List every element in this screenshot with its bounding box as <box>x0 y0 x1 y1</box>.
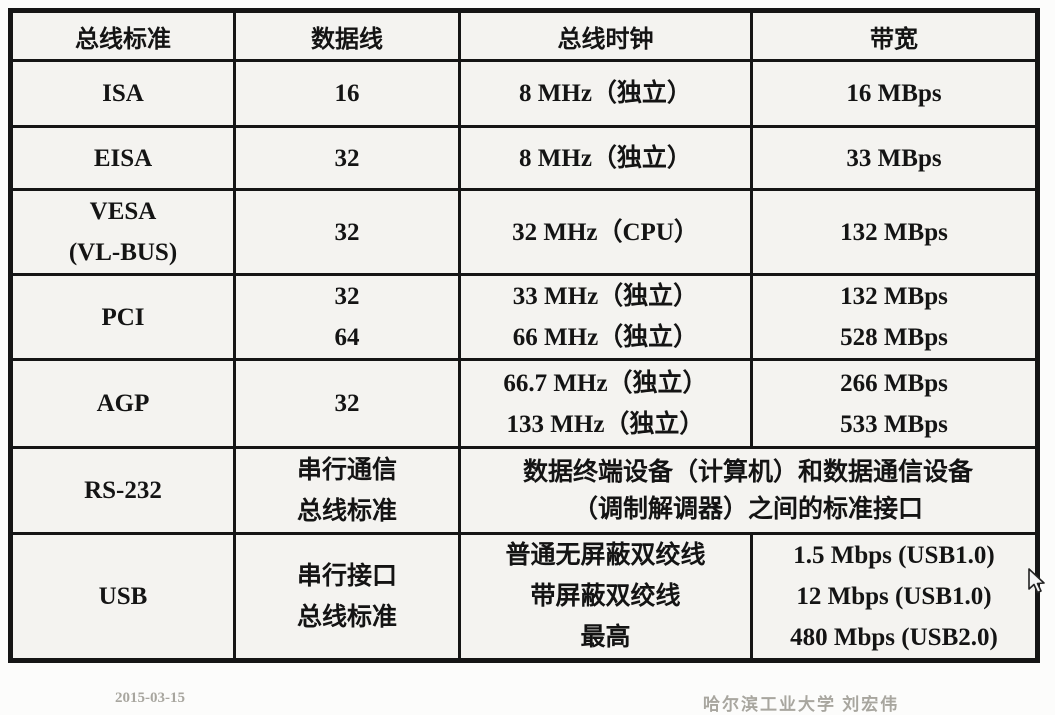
table-row-eisa: EISA 32 8 MHz（独立） 33 MBps <box>9 125 1039 191</box>
bus-clock-cell: 普通无屏蔽双绞线 带屏蔽双绞线 最高 <box>458 532 753 662</box>
data-lines-cell: 串行通信 总线标准 <box>233 446 461 535</box>
footer-watermark: 哈尔滨工业大学 刘宏伟 <box>703 695 900 714</box>
cell-text: 33 MBps <box>846 144 942 172</box>
table-row-usb: USB 串行接口 总线标准 普通无屏蔽双绞线 带屏蔽双绞线 最高 1.5 Mbp… <box>9 532 1039 662</box>
cell-text: 1.5 Mbps (USB1.0) <box>793 542 995 569</box>
table-header-row: 总线标准 数据线 总线时钟 带宽 <box>9 9 1039 62</box>
cell-text: VESA <box>89 198 157 225</box>
data-lines-cell: 32 <box>233 188 461 276</box>
header-data-lines: 数据线 <box>233 9 461 62</box>
bus-standard-cell: PCI <box>9 273 236 361</box>
cell-text: 32 <box>334 283 360 310</box>
bus-clock-cell: 8 MHz（独立） <box>458 59 753 128</box>
bus-standard-cell: EISA <box>9 125 236 191</box>
cell-text: 12 Mbps (USB1.0) <box>796 583 992 610</box>
bandwidth-cell: 132 MBps <box>750 188 1039 276</box>
cell-text: 266 MBps <box>840 369 948 397</box>
bandwidth-cell: 132 MBps 528 MBps <box>750 273 1039 361</box>
header-bus-standard: 总线标准 <box>9 9 236 62</box>
data-lines-cell: 32 <box>233 125 461 191</box>
bandwidth-cell: 1.5 Mbps (USB1.0) 12 Mbps (USB1.0) 480 M… <box>750 532 1039 662</box>
cell-text: 32 <box>334 144 360 172</box>
cell-text: (VL-BUS) <box>68 239 178 266</box>
cell-text: 串行接口 <box>296 562 397 590</box>
cell-text: 普通无屏蔽双绞线 <box>505 542 706 569</box>
data-lines-cell: 16 <box>233 59 461 128</box>
cell-text: 最高 <box>580 624 631 651</box>
cell-text: 32 <box>334 218 360 246</box>
cell-text: 16 MBps <box>846 80 942 107</box>
cell-text: 528 MBps <box>840 324 948 351</box>
bus-standard-cell: ISA <box>9 59 236 128</box>
cell-text: 总线标准 <box>296 603 397 631</box>
cell-text: 133 MHz（独立） <box>506 410 705 438</box>
footer-date: 2015-03-15 <box>115 690 185 706</box>
bus-clock-cell: 32 MHz（CPU） <box>458 188 753 276</box>
bus-standard-cell: AGP <box>9 358 236 449</box>
cell-text: 总线标准 <box>296 497 397 525</box>
data-lines-cell: 32 <box>233 358 461 449</box>
mouse-cursor-icon <box>1028 568 1045 594</box>
cell-text: AGP <box>96 390 150 417</box>
table-row-isa: ISA 16 8 MHz（独立） 16 MBps <box>9 59 1039 128</box>
cell-text: PCI <box>101 303 145 331</box>
cell-text: 8 MHz（独立） <box>519 80 692 107</box>
header-bus-clock: 总线时钟 <box>458 9 753 62</box>
cell-text: 66 MHz（独立） <box>512 324 699 351</box>
bus-clock-cell: 8 MHz（独立） <box>458 125 753 191</box>
bandwidth-cell: 266 MBps 533 MBps <box>750 358 1039 449</box>
cell-text: 480 Mbps (USB2.0) <box>790 624 998 651</box>
cell-text: 132 MBps <box>840 218 948 246</box>
bus-clock-cell: 33 MHz（独立） 66 MHz（独立） <box>458 273 753 361</box>
cell-text: 带屏蔽双绞线 <box>530 583 681 610</box>
bus-standards-table: 总线标准 数据线 总线时钟 带宽 ISA 16 8 MHz（独立） 16 MBp… <box>8 8 1040 663</box>
cell-text: 66.7 MHz（独立） <box>503 369 708 397</box>
data-lines-cell: 32 64 <box>233 273 461 361</box>
table-row-pci: PCI 32 64 33 MHz（独立） 66 MHz（独立） 132 MBps… <box>9 273 1039 361</box>
cell-text: ISA <box>102 80 144 107</box>
cell-text: 串行通信 <box>296 456 397 484</box>
cell-text: 33 MHz（独立） <box>512 283 699 310</box>
bus-standard-cell: USB <box>9 532 236 662</box>
cell-text: 32 MHz（CPU） <box>512 218 699 246</box>
cell-text: USB <box>98 583 148 610</box>
cell-text: 533 MBps <box>840 410 948 438</box>
cell-text: RS-232 <box>84 477 162 504</box>
bus-standard-cell: RS-232 <box>9 446 236 535</box>
cell-text: 32 <box>334 390 360 417</box>
bandwidth-cell: 16 MBps <box>750 59 1039 128</box>
data-lines-cell: 串行接口 总线标准 <box>233 532 461 662</box>
description-cell: 数据终端设备（计算机）和数据通信设备 （调制解调器）之间的标准接口 <box>458 446 1039 535</box>
cell-text: 数据终端设备（计算机）和数据通信设备 <box>522 458 973 486</box>
cell-text: 16 <box>334 80 360 107</box>
cell-text: 132 MBps <box>840 283 948 310</box>
cell-text: EISA <box>93 144 153 172</box>
bandwidth-cell: 33 MBps <box>750 125 1039 191</box>
table-row-agp: AGP 32 66.7 MHz（独立） 133 MHz（独立） 266 MBps… <box>9 358 1039 449</box>
table-row-vesa: VESA (VL-BUS) 32 32 MHz（CPU） 132 MBps <box>9 188 1039 276</box>
header-bandwidth: 带宽 <box>750 9 1039 62</box>
bus-standard-cell: VESA (VL-BUS) <box>9 188 236 276</box>
cell-text: （调制解调器）之间的标准接口 <box>572 495 923 523</box>
table-row-rs232: RS-232 串行通信 总线标准 数据终端设备（计算机）和数据通信设备 （调制解… <box>9 446 1039 535</box>
cell-text: 64 <box>334 324 360 351</box>
bus-clock-cell: 66.7 MHz（独立） 133 MHz（独立） <box>458 358 753 449</box>
cell-text: 8 MHz（独立） <box>519 144 692 172</box>
